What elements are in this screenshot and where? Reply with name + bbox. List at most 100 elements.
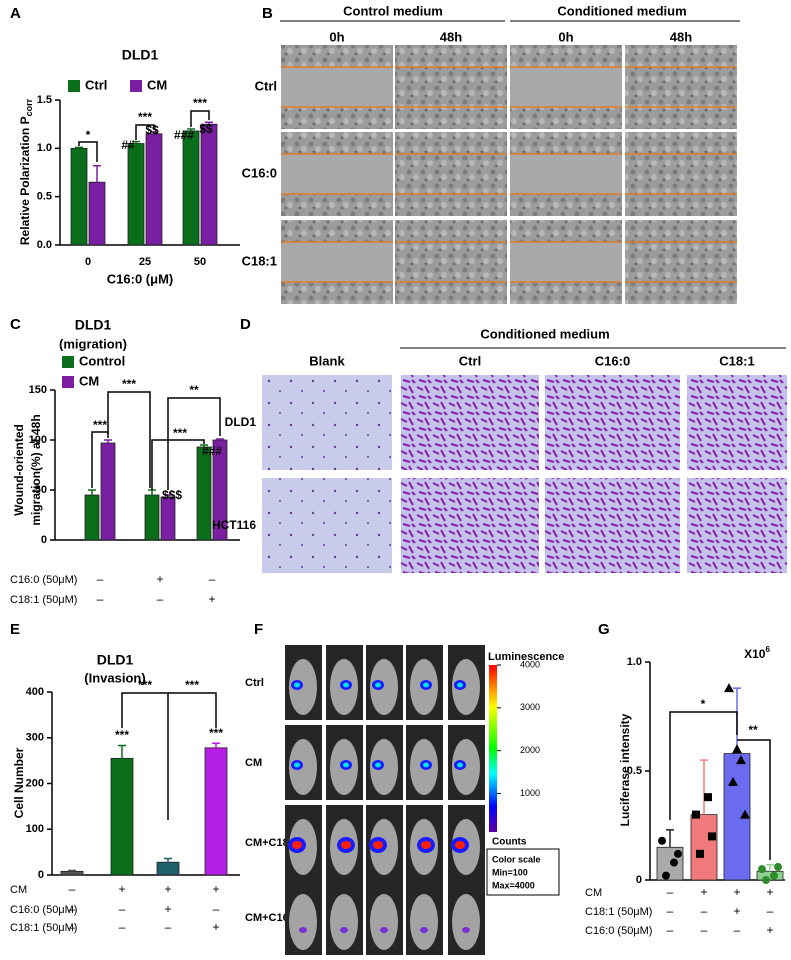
panel-label: F [254, 621, 263, 638]
colorbar-tick-label: 2000 [520, 745, 540, 755]
data-point [770, 871, 778, 880]
signal [292, 841, 302, 849]
annotation: *** [193, 96, 207, 110]
data-point [692, 810, 700, 819]
group-header: Control medium [343, 3, 443, 18]
bar [196, 446, 212, 541]
condition-label: C16:0 (50μM) [10, 574, 77, 586]
condition-sign: – [69, 882, 76, 896]
panel-label: D [240, 316, 251, 333]
colorbar-tick-label: 4000 [520, 659, 540, 669]
mouse-body [452, 659, 480, 715]
y-tick-label: 1.0 [627, 656, 642, 668]
signal [457, 762, 463, 768]
y-axis-label: Relative Polarization Pcorr [18, 98, 34, 245]
mouse-body [410, 894, 438, 950]
signal [343, 762, 349, 768]
condition-label: CM [585, 887, 602, 899]
signal [421, 841, 431, 849]
micrograph [262, 478, 392, 573]
wound-area [510, 154, 622, 194]
legend-label: CM [147, 77, 167, 92]
row-label: C18:1 [242, 253, 277, 268]
annotation: ** [189, 383, 199, 397]
data-point [724, 683, 734, 693]
mouse-body [330, 894, 358, 950]
bar [690, 814, 718, 881]
data-point [670, 858, 678, 867]
bar [84, 494, 100, 541]
legend-swatch [130, 80, 142, 92]
legend-label: CM [79, 373, 99, 388]
condition-label: C18:1 (50μM) [10, 594, 77, 606]
annotation: ## [121, 138, 135, 152]
condition-sign: – [701, 923, 708, 937]
condition-sign: – [69, 902, 76, 916]
colorbar-title: Luminescence [488, 651, 564, 663]
annotation: *** [115, 728, 129, 742]
x-tick-label: 50 [194, 256, 206, 268]
condition-sign: – [767, 904, 774, 918]
bar [110, 757, 134, 876]
micrograph [625, 132, 737, 216]
signal [373, 841, 383, 849]
x-tick-label: 0 [85, 256, 91, 268]
scale-label: X106 [744, 645, 770, 661]
chart-title: DLD1 [97, 652, 134, 668]
mouse-body [452, 739, 480, 795]
y-axis-label-text: Luciferase intensity [618, 713, 632, 826]
bracket [737, 739, 771, 860]
bar [100, 442, 116, 541]
colorbar-tick-label: 1000 [520, 788, 540, 798]
condition-sign: + [700, 885, 707, 899]
signal [299, 927, 307, 933]
column-label: Blank [309, 353, 345, 368]
condition-sign: – [69, 920, 76, 934]
data-point [704, 793, 712, 802]
row-label: Ctrl [245, 677, 264, 689]
signal [375, 682, 381, 688]
time-label: 0h [329, 29, 344, 44]
condition-sign: + [766, 885, 773, 899]
bar [145, 133, 163, 246]
bar [127, 143, 145, 246]
scale-box-text: Color scale [492, 854, 541, 864]
micrograph [395, 132, 507, 216]
panel-label: B [262, 5, 273, 22]
x-axis-label: C16:0 (μM) [107, 271, 173, 286]
condition-sign: + [766, 923, 773, 937]
y-axis-label: Wound-oriented [12, 424, 26, 516]
condition-sign: – [209, 572, 216, 586]
y-tick-label: 0.5 [37, 191, 52, 203]
condition-sign: + [208, 592, 215, 606]
signal [375, 762, 381, 768]
wound-area [510, 242, 622, 282]
condition-label: C16:0 (50μM) [10, 904, 77, 916]
condition-sign: – [97, 572, 104, 586]
signal [423, 762, 429, 768]
scale-box-text: Max=4000 [492, 880, 535, 890]
time-label: 48h [670, 29, 692, 44]
annotation: ** [748, 723, 758, 737]
data-point [728, 776, 738, 786]
y-axis-label: Cell Number [12, 747, 26, 818]
data-point [696, 849, 704, 858]
y-axis-label: migration(%) at 48h [29, 414, 43, 525]
condition-sign: – [734, 923, 741, 937]
y-axis-label-text: Relative Polarization P [18, 116, 32, 245]
annotation: *** [138, 678, 152, 692]
mouse-body [289, 739, 317, 795]
mouse-body [370, 894, 398, 950]
mouse-body [289, 894, 317, 950]
signal [341, 841, 351, 849]
bracket [78, 141, 98, 162]
y-axis-label-text: Wound-oriented [12, 424, 26, 516]
annotation: $$ [145, 123, 159, 137]
condition-sign: – [97, 592, 104, 606]
row-label: Ctrl [255, 78, 277, 93]
condition-sign: – [119, 902, 126, 916]
bar [60, 870, 84, 876]
condition-label: C16:0 (50μM) [585, 925, 652, 937]
time-label: 0h [558, 29, 573, 44]
